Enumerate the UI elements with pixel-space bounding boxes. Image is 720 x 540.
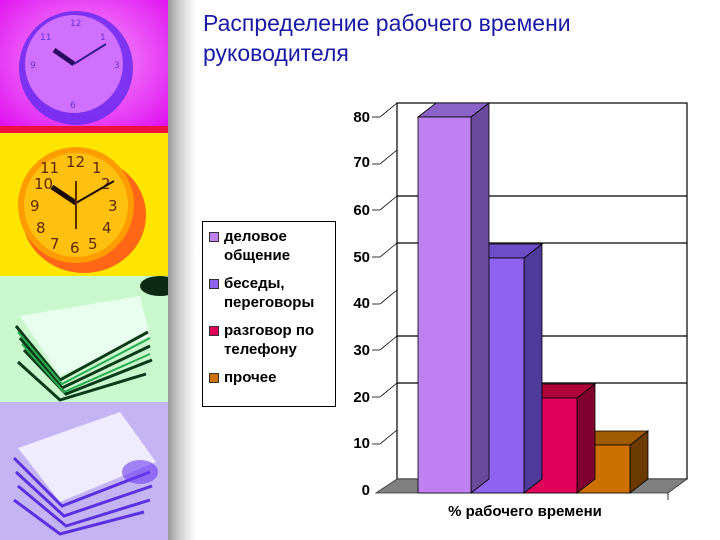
svg-text:1: 1 — [100, 33, 106, 43]
y-tick-70: 70 — [353, 154, 370, 171]
legend-item-besedy-peregovory: беседы, переговоры — [209, 274, 339, 312]
chart-legend: деловое общение беседы, переговоры разго… — [202, 221, 336, 407]
slide-title: Распределение рабочего времени руководит… — [203, 10, 571, 66]
svg-text:11: 11 — [40, 159, 59, 177]
y-tick-10: 10 — [353, 435, 370, 452]
legend-label: прочее — [224, 369, 277, 386]
papers-green-image — [0, 276, 168, 402]
svg-text:2: 2 — [101, 175, 111, 193]
svg-text:9: 9 — [30, 61, 36, 71]
legend-swatch-icon — [209, 373, 219, 383]
legend-swatch-icon — [209, 279, 219, 289]
legend-label: деловое общение — [224, 228, 291, 264]
y-tick-50: 50 — [353, 249, 370, 266]
y-tick-60: 60 — [353, 202, 370, 219]
svg-text:9: 9 — [30, 197, 40, 215]
svg-text:7: 7 — [50, 235, 60, 253]
legend-item-delovoe-obshchenie: деловое общение — [209, 227, 339, 265]
legend-item-razgovor-po-telefonu: разговор по телефону — [209, 321, 339, 359]
y-tick-80: 80 — [353, 109, 370, 126]
bar-delovoe-obshchenie[interactable] — [416, 102, 491, 494]
legend-item-prochee: прочее — [209, 368, 339, 387]
y-tick-40: 40 — [353, 295, 370, 312]
svg-text:3: 3 — [108, 197, 118, 215]
svg-text:1: 1 — [92, 159, 102, 177]
papers-violet-image — [0, 402, 168, 540]
divider-gradient — [168, 0, 196, 540]
svg-text:10: 10 — [34, 175, 53, 193]
axis-tick-lines — [372, 102, 398, 445]
legend-swatch-icon — [209, 232, 219, 242]
x-axis-label: % рабочего времени — [448, 503, 602, 520]
svg-text:6: 6 — [70, 239, 80, 257]
y-tick-30: 30 — [353, 342, 370, 359]
svg-text:5: 5 — [88, 235, 98, 253]
legend-swatch-icon — [209, 326, 219, 336]
y-tick-0: 0 — [361, 482, 370, 499]
legend-label: беседы, переговоры — [224, 275, 315, 311]
svg-text:12: 12 — [70, 19, 81, 29]
svg-text:4: 4 — [102, 219, 112, 237]
svg-text:6: 6 — [70, 101, 76, 111]
svg-text:11: 11 — [40, 33, 51, 43]
svg-text:8: 8 — [36, 219, 46, 237]
legend-label: разговор по телефону — [224, 322, 315, 358]
svg-text:12: 12 — [66, 153, 85, 171]
svg-text:3: 3 — [114, 61, 120, 71]
y-tick-20: 20 — [353, 389, 370, 406]
